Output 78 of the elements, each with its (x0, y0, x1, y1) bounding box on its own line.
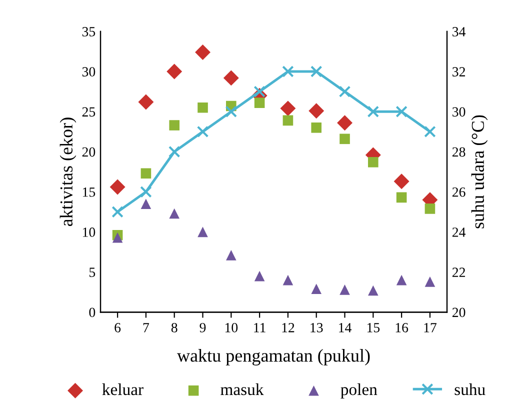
point (424, 276, 436, 287)
point (396, 274, 407, 286)
x-tick-label: 8 (171, 322, 178, 332)
point (280, 100, 296, 116)
legend-label: masuk (220, 383, 264, 396)
x-tick-label: 12 (282, 323, 294, 332)
point (254, 98, 265, 108)
point (282, 274, 294, 286)
x-tick-label: 13 (310, 323, 323, 332)
point (169, 208, 180, 219)
y2-axis-title: suhu udara (°C) (471, 115, 488, 228)
point (424, 126, 436, 138)
y2-tick-label: 34 (452, 27, 466, 36)
point (112, 232, 123, 243)
x-tick-label: 10 (225, 322, 238, 332)
y2-tick-label: 30 (452, 107, 466, 117)
point (308, 103, 324, 119)
y2-tick-label: 20 (452, 308, 466, 318)
legend-label: polen (340, 383, 378, 399)
y2-tick-label: 26 (452, 187, 466, 197)
point (311, 122, 322, 133)
y-tick-label: 5 (90, 268, 96, 278)
x-tick-label: 14 (339, 323, 352, 332)
legend-label: keluar (102, 383, 144, 396)
x-tick-label: 9 (200, 323, 206, 332)
point (368, 157, 378, 168)
x-tick-label: 11 (254, 323, 266, 332)
point (168, 146, 180, 158)
y2-tick-label: 22 (452, 268, 465, 277)
point (140, 198, 152, 210)
point (198, 102, 208, 113)
y-tick-label: 0 (89, 308, 96, 318)
point (110, 179, 126, 195)
y-tick-label: 25 (82, 107, 96, 117)
point (367, 106, 380, 118)
y2-tick-label: 32 (452, 67, 465, 76)
point (282, 66, 294, 78)
point (340, 134, 350, 144)
point (112, 206, 124, 218)
point (138, 94, 154, 110)
x-tick-label: 16 (396, 323, 408, 332)
point (254, 270, 265, 282)
point (338, 86, 351, 98)
point (225, 106, 238, 118)
point (310, 66, 322, 78)
y-tick-label: 10 (82, 228, 96, 237)
point (195, 44, 210, 60)
point (140, 168, 152, 179)
point (337, 115, 352, 131)
point (166, 64, 182, 80)
x-tick-label: 6 (114, 323, 121, 332)
point (396, 106, 408, 118)
point (254, 86, 266, 98)
point (198, 226, 208, 238)
point (196, 126, 209, 138)
legend-label: suhu (454, 383, 486, 396)
point (169, 120, 180, 130)
y-tick-label: 35 (82, 27, 96, 36)
y-axis-title: aktivitas (ekor) (60, 118, 76, 226)
point (396, 192, 407, 203)
point (311, 284, 322, 294)
point (223, 70, 239, 86)
y2-tick-label: 24 (452, 228, 466, 237)
y-tick-label: 30 (82, 67, 96, 76)
y-tick-label: 20 (82, 147, 96, 157)
point (340, 284, 350, 295)
x-tick-label: 7 (143, 323, 150, 332)
y2-tick-label: 28 (452, 147, 466, 157)
x-tick-label: 17 (424, 323, 437, 332)
point (226, 250, 236, 260)
x-tick-label: 15 (367, 323, 380, 332)
point (424, 204, 436, 214)
point (368, 285, 378, 296)
point (282, 115, 294, 126)
point (394, 174, 410, 190)
x-axis-title: waktu pengamatan (pukul) (177, 349, 370, 366)
y-tick-label: 15 (82, 187, 96, 197)
point (140, 186, 152, 198)
